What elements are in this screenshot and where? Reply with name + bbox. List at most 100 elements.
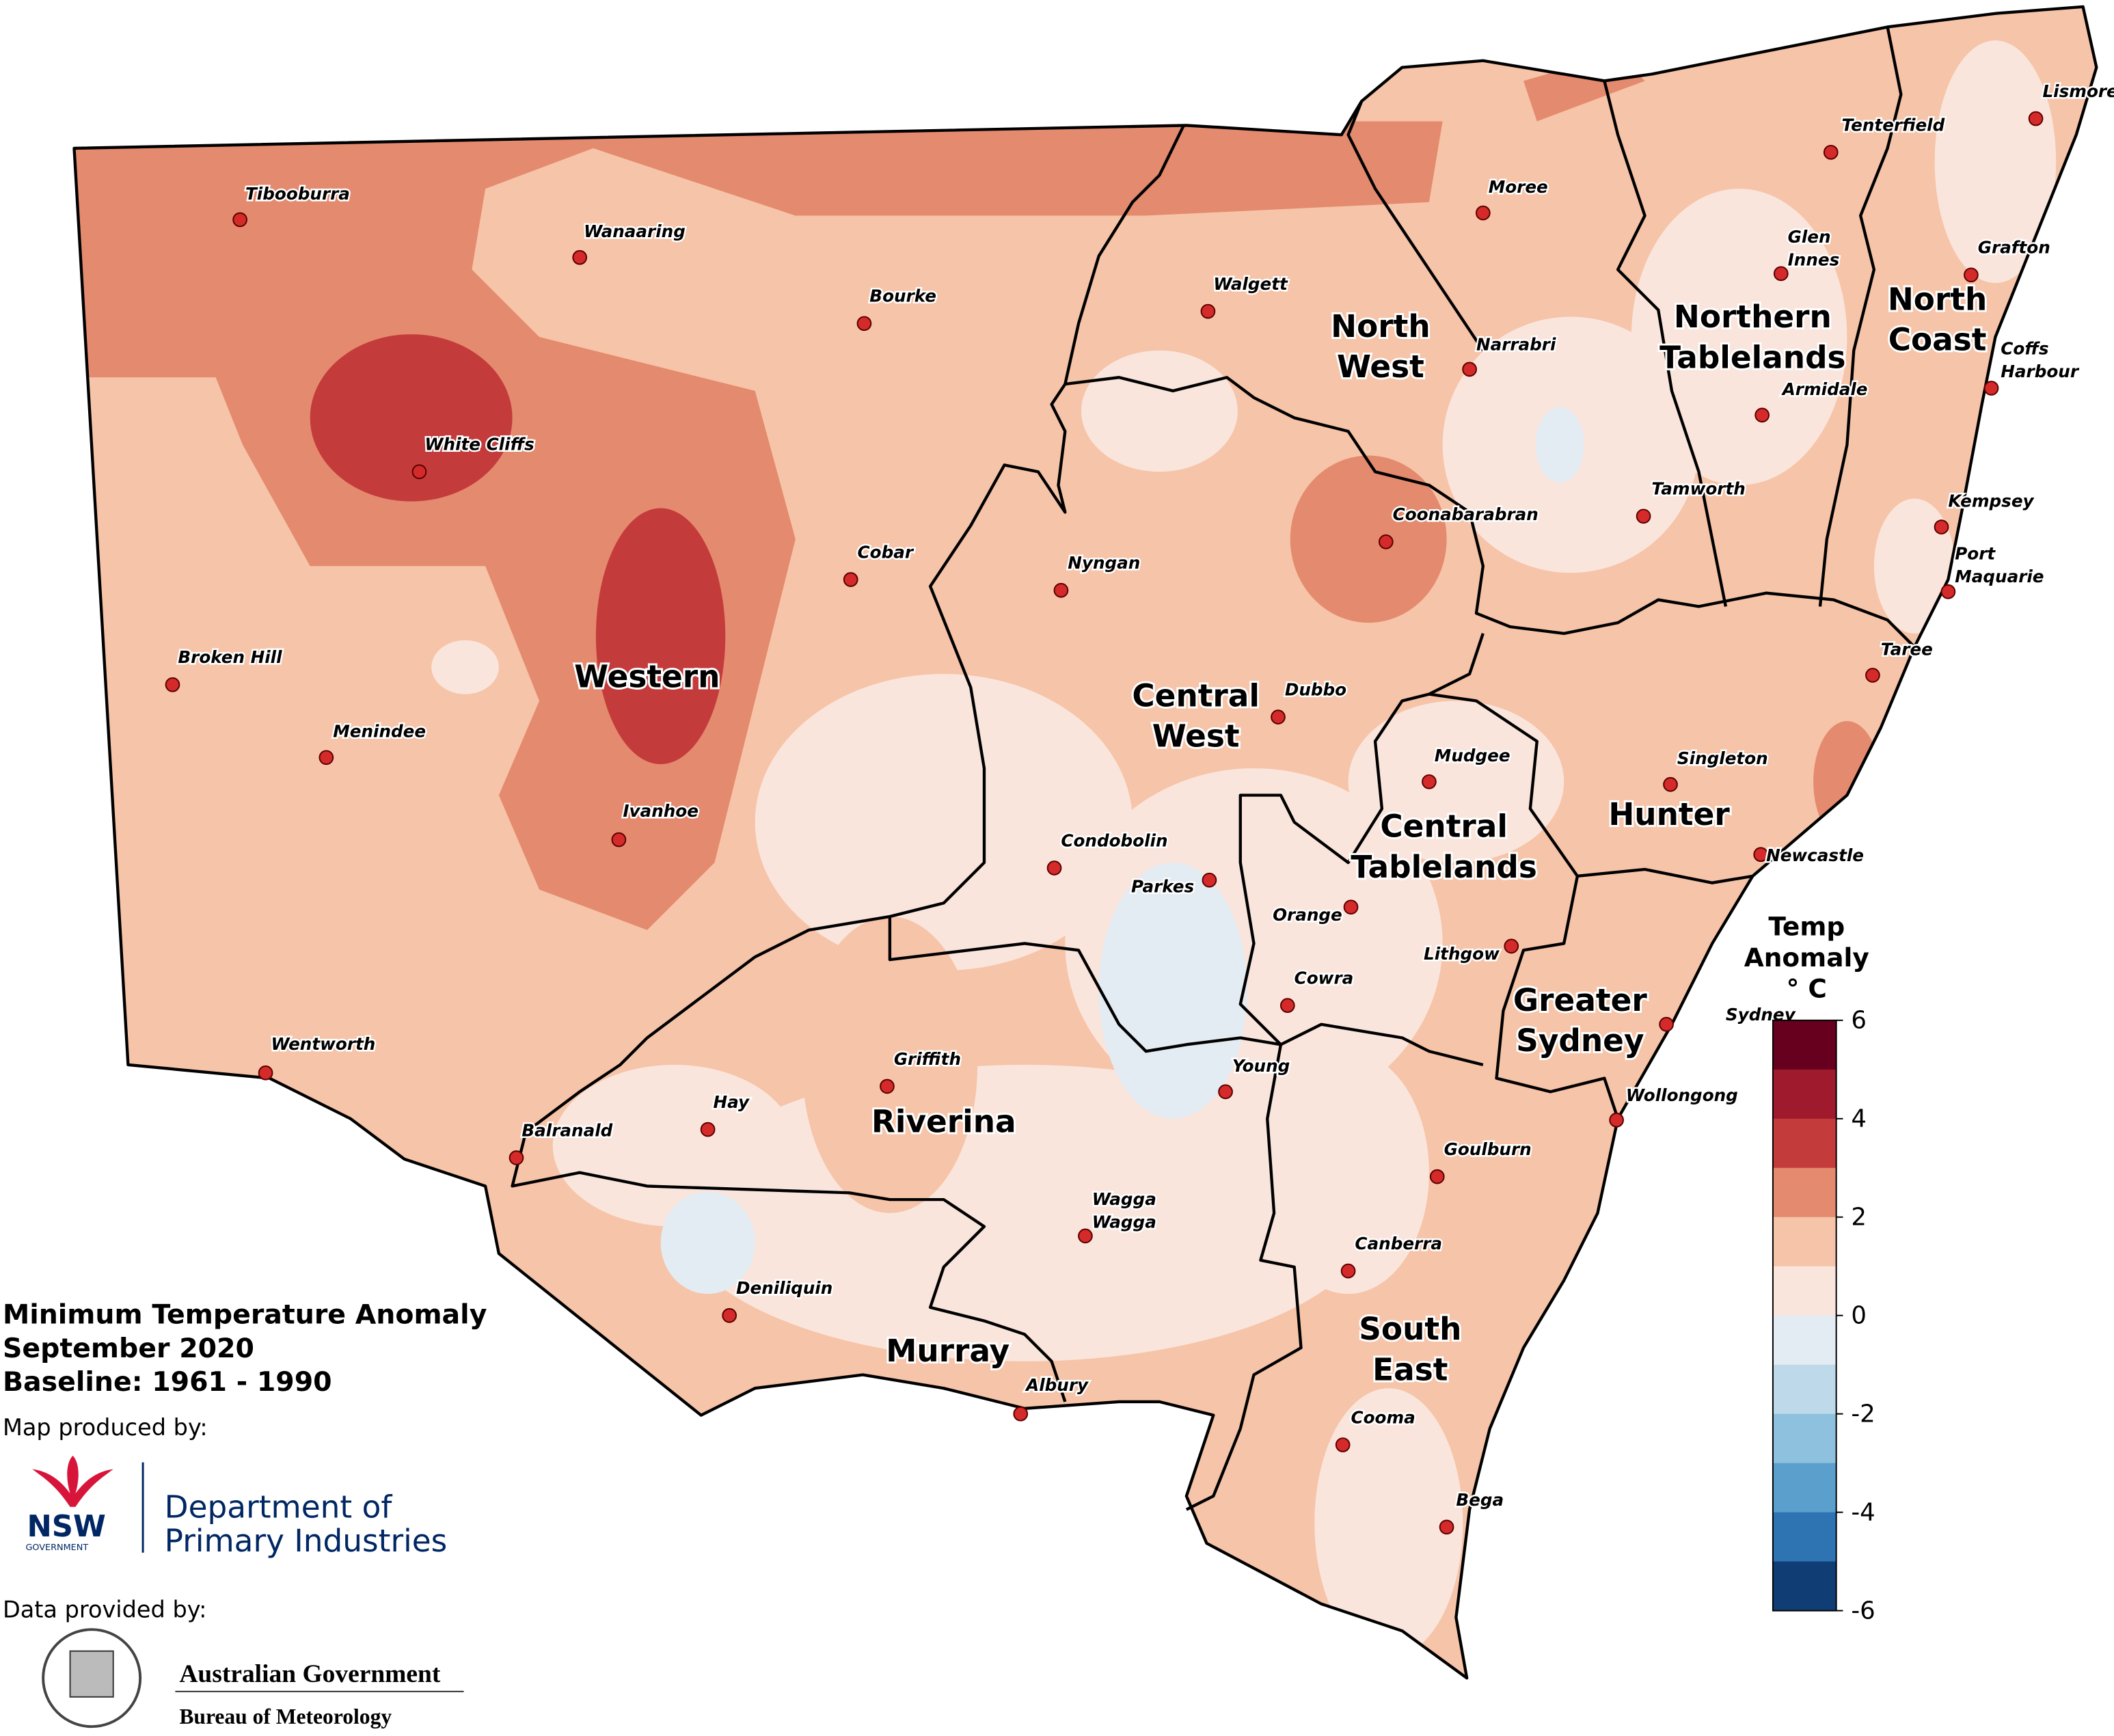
region-label: Coast — [1888, 322, 1987, 358]
town-label: Condobolin — [1061, 830, 1167, 850]
town-label: Tibooburra — [245, 184, 350, 204]
legend-tick-label: -2 — [1851, 1400, 1875, 1428]
bom-text: Australian Government — [179, 1660, 441, 1688]
legend-title: Anomaly — [1744, 942, 1869, 973]
town-label: Dubbo — [1285, 680, 1346, 700]
legend-swatch — [1772, 1315, 1837, 1366]
town-marker — [1053, 582, 1069, 598]
region-label: Western — [574, 659, 720, 695]
town-label: Bega — [1456, 1490, 1504, 1510]
town-marker — [1335, 1437, 1351, 1452]
legend-swatch — [1772, 1364, 1837, 1415]
map-title: September 2020 — [3, 1333, 254, 1364]
town-label: Deniliquin — [736, 1278, 832, 1298]
town-marker — [1934, 519, 1949, 534]
town-label: Singleton — [1677, 748, 1768, 768]
town-marker — [1439, 1519, 1454, 1535]
town-label: Albury — [1025, 1375, 1089, 1395]
town-marker — [1773, 266, 1789, 282]
town-label: Wentworth — [271, 1034, 375, 1054]
legend-title: ° C — [1787, 973, 1827, 1003]
region-label: South — [1359, 1311, 1461, 1347]
town-label: Canberra — [1355, 1234, 1442, 1253]
town-marker — [1218, 1084, 1233, 1100]
town-label: Cobar — [858, 542, 914, 562]
info-block: Minimum Temperature Anomaly September 20… — [3, 1299, 487, 1729]
town-marker — [258, 1065, 273, 1081]
region-label: Sydney — [1516, 1022, 1644, 1059]
region-label: Riverina — [871, 1104, 1016, 1140]
town-marker — [1609, 1112, 1624, 1128]
town-marker — [1202, 872, 1217, 888]
town-marker — [1663, 776, 1678, 792]
town-marker — [1940, 584, 1956, 599]
town-label: Lismore — [2042, 81, 2114, 101]
bom-logo: Australian Government Bureau of Meteorol… — [42, 1628, 464, 1728]
region-label: Murray — [886, 1333, 1009, 1369]
legend-tick-label: 4 — [1851, 1105, 1867, 1133]
town-label: Cooma — [1351, 1407, 1415, 1427]
town-label: Bourke — [869, 286, 936, 306]
logo-text: GOVERNMENT — [25, 1543, 88, 1553]
legend-title: Temp — [1768, 912, 1845, 942]
legend-swatch — [1772, 1167, 1837, 1218]
town-label: Newcastle — [1766, 845, 1864, 865]
towns: Tibooburra Wanaaring Bourke White Cliffs Mor… — [165, 80, 2114, 1535]
town-marker — [572, 249, 588, 265]
town-marker — [856, 316, 872, 331]
legend-tick-label: 0 — [1851, 1302, 1867, 1330]
legend-swatch — [1772, 1561, 1837, 1612]
nsw-logo: NSW GOVERNMENT Department of Primary Ind… — [25, 1455, 447, 1559]
town-label: Parkes — [1131, 876, 1194, 896]
town-label: Walgett — [1213, 274, 1288, 294]
town-marker — [1078, 1228, 1093, 1244]
town-label: Goulburn — [1444, 1139, 1532, 1159]
legend-swatch — [1772, 1413, 1837, 1464]
town-label: White Cliffs — [424, 435, 534, 455]
region-label: Tablelands — [1351, 849, 1536, 885]
town-marker — [509, 1150, 524, 1165]
legend-swatch — [1772, 1512, 1837, 1562]
town-label: Nyngan — [1068, 553, 1140, 573]
town-marker — [1983, 381, 1999, 396]
legend-tick-label: -4 — [1851, 1498, 1875, 1526]
town-marker — [1753, 847, 1769, 863]
town-marker — [165, 677, 180, 692]
town-label: Taree — [1881, 639, 1933, 659]
town-marker — [611, 832, 627, 847]
town-marker — [1279, 998, 1295, 1013]
credit-label: Map produced by: — [3, 1414, 208, 1441]
town-marker — [411, 464, 427, 480]
region-label: North — [1331, 308, 1431, 344]
region-label: North — [1888, 282, 1988, 318]
town-label: Harbour — [2001, 362, 2080, 381]
legend-swatch — [1772, 1217, 1837, 1267]
town-label: Wagga — [1092, 1212, 1156, 1232]
town-marker — [1340, 1263, 1356, 1279]
department-name: Department of — [165, 1489, 393, 1525]
town-label: Port — [1955, 543, 1996, 563]
town-marker — [1504, 938, 1519, 954]
bom-text: Bureau of Meteorology — [179, 1705, 392, 1728]
town-marker — [843, 572, 858, 587]
town-label: Glen — [1788, 227, 1831, 247]
town-label: Narrabri — [1476, 335, 1556, 355]
town-marker — [1046, 860, 1062, 876]
region-label: East — [1372, 1351, 1448, 1387]
town-marker — [880, 1079, 895, 1094]
legend-tick-label: -6 — [1851, 1597, 1875, 1625]
region-label: Northern — [1674, 299, 1832, 335]
town-marker — [722, 1307, 737, 1323]
town-label: Orange — [1273, 905, 1342, 925]
town-label: Wollongong — [1626, 1085, 1738, 1105]
legend-tick-label: 6 — [1851, 1007, 1867, 1035]
town-marker — [1013, 1406, 1029, 1422]
region-label: Central — [1380, 809, 1508, 845]
town-marker — [1271, 709, 1286, 724]
region-label: Central — [1132, 677, 1260, 714]
map-title: Minimum Temperature Anomaly — [3, 1299, 487, 1331]
town-label: Coffs — [2001, 339, 2048, 359]
town-marker — [1964, 267, 1979, 283]
town-label: Cowra — [1295, 968, 1354, 988]
town-marker — [1422, 774, 1437, 789]
